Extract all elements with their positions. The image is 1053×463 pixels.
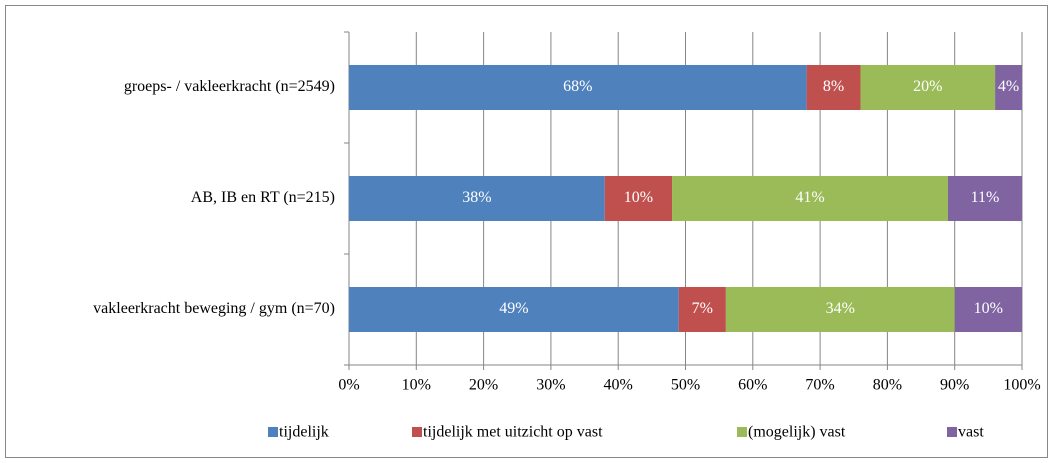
legend-swatch (412, 427, 422, 437)
x-tick-label: 50% (671, 377, 700, 394)
data-label: 68% (563, 78, 592, 95)
legend-label: tijdelijk met uitzicht op vast (423, 424, 603, 441)
x-tick-label: 40% (604, 377, 633, 394)
bar-segment (349, 287, 679, 332)
x-tick-label: 0% (338, 377, 359, 394)
legend-swatch (268, 427, 278, 437)
y-tick-label: groeps- / vakleerkracht (n=2549) (124, 78, 335, 95)
data-label: 41% (795, 189, 824, 206)
bar-segment (995, 65, 1022, 110)
x-tick-label: 20% (469, 377, 498, 394)
x-tick-label: 100% (1003, 377, 1040, 394)
data-label: 10% (974, 300, 1003, 317)
legend-label: tijdelijk (279, 424, 329, 441)
bar-segment (678, 287, 726, 332)
legend-label: vast (958, 424, 984, 441)
legend-swatch (737, 427, 747, 437)
legend-label: (mogelijk) vast (748, 424, 846, 441)
bar-segment (860, 65, 996, 110)
bar-segment (604, 176, 673, 221)
data-label: 11% (971, 189, 1000, 206)
data-label: 8% (823, 78, 844, 95)
x-tick-label: 60% (738, 377, 767, 394)
data-label: 34% (826, 300, 855, 317)
data-label: 4% (998, 78, 1019, 95)
bar-segment (947, 176, 1022, 221)
x-tick-label: 30% (536, 377, 565, 394)
bar-segment (725, 287, 955, 332)
x-tick-label: 70% (805, 377, 834, 394)
data-label: 49% (499, 300, 528, 317)
data-label: 38% (462, 189, 491, 206)
bar-segment (349, 176, 605, 221)
data-label: 10% (624, 189, 653, 206)
bar-segment (672, 176, 948, 221)
y-tick-label: vakleerkracht beweging / gym (n=70) (93, 300, 335, 317)
legend-swatch (947, 427, 957, 437)
bar-segment (349, 65, 807, 110)
bar-segment (806, 65, 861, 110)
x-tick-label: 10% (402, 377, 431, 394)
y-tick-label: AB, IB en RT (n=215) (191, 189, 335, 206)
x-tick-label: 90% (940, 377, 969, 394)
data-label: 20% (913, 78, 942, 95)
bar-segment (954, 287, 1022, 332)
x-tick-label: 80% (873, 377, 902, 394)
data-label: 7% (692, 300, 713, 317)
